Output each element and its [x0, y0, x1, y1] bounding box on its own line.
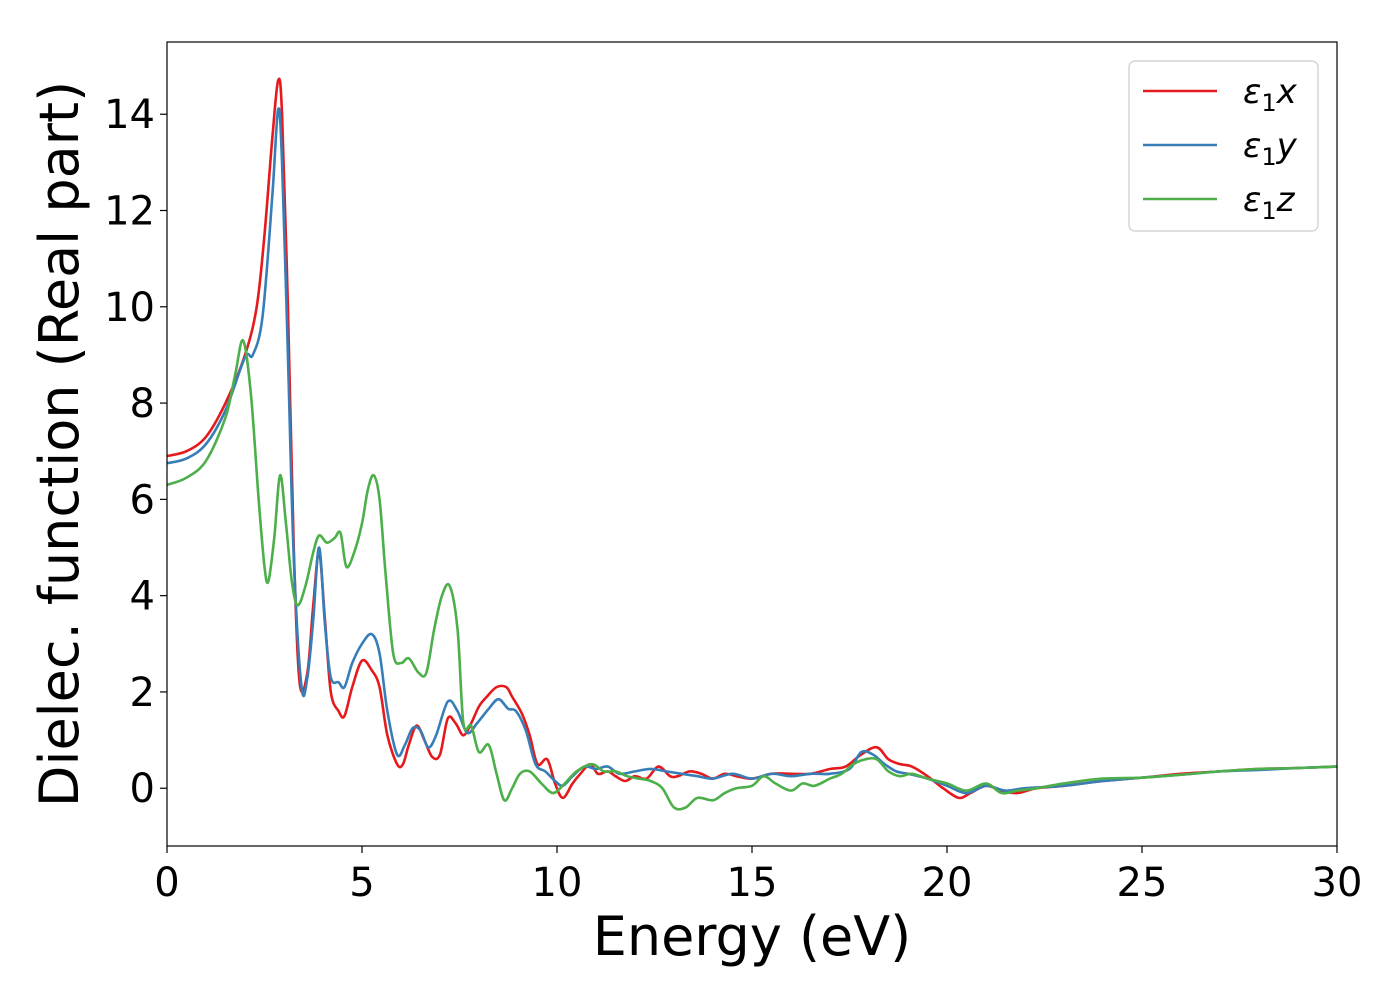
y-tick-label: 2	[130, 670, 155, 716]
legend: ε1x ε1y ε1z	[1128, 60, 1319, 232]
y-tick-label: 12	[104, 189, 155, 235]
series-line-z	[167, 339, 1337, 811]
y-tick-label: 8	[130, 381, 155, 427]
legend-label-z: ε1z	[1243, 180, 1296, 225]
x-tick-label: 10	[532, 860, 583, 906]
x-axis-ticks: 0 5 10 15 20 25 30	[154, 846, 1362, 906]
x-tick-label: 0	[154, 860, 179, 906]
x-tick-label: 15	[727, 860, 778, 906]
plot-lines	[167, 77, 1337, 811]
x-tick-label: 30	[1312, 860, 1363, 906]
y-tick-label: 10	[104, 285, 155, 331]
legend-label-y: ε1y	[1243, 126, 1298, 171]
x-tick-label: 20	[922, 860, 973, 906]
y-tick-label: 6	[130, 477, 155, 523]
y-tick-label: 14	[104, 92, 155, 138]
legend-box	[1128, 60, 1319, 232]
x-tick-label: 5	[349, 860, 374, 906]
legend-label-x: ε1x	[1243, 72, 1298, 117]
y-tick-label: 4	[130, 574, 155, 620]
y-tick-label: 0	[130, 766, 155, 812]
y-axis-ticks: 0 2 4 6 8 10 12 14	[104, 92, 167, 812]
x-axis-label: Energy (eV)	[593, 905, 912, 968]
y-axis-label: Dielec. function (Real part)	[28, 81, 91, 807]
x-tick-label: 25	[1117, 860, 1168, 906]
